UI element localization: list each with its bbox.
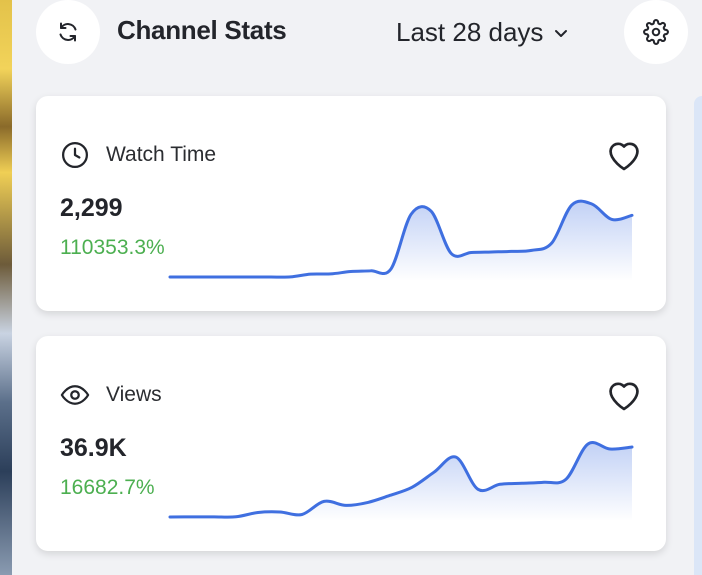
sparkline-line — [168, 441, 634, 519]
background-image-strip — [0, 0, 12, 575]
refresh-button[interactable] — [36, 0, 100, 64]
adjacent-panel-edge — [694, 96, 702, 575]
chevron-down-icon — [555, 29, 568, 37]
metric-change: 110353.3% — [60, 236, 165, 259]
metric-change: 16682.7% — [60, 476, 155, 499]
metric-value: 2,299 — [60, 194, 123, 222]
watch-time-card[interactable]: Watch Time 2,299 110353.3% — [36, 96, 666, 311]
settings-button[interactable] — [624, 0, 688, 64]
header: Channel Stats Last 28 days — [0, 0, 702, 64]
card-header: Views — [60, 380, 162, 410]
sparkline-chart — [168, 441, 634, 521]
sparkline-area — [170, 442, 632, 521]
heart-icon[interactable] — [605, 376, 643, 412]
page-title: Channel Stats — [117, 15, 287, 45]
metric-value: 36.9K — [60, 434, 127, 462]
refresh-icon — [59, 22, 77, 42]
clock-icon — [62, 142, 88, 168]
gear-icon — [643, 19, 669, 45]
views-card[interactable]: Views 36.9K 16682.7% — [36, 336, 666, 551]
sparkline-chart — [168, 199, 634, 281]
sparkline-line — [168, 199, 634, 279]
sparkline-area — [170, 201, 632, 281]
heart-icon[interactable] — [605, 136, 643, 172]
date-range-label: Last 28 days — [396, 17, 544, 47]
card-label: Views — [106, 383, 162, 406]
card-header: Watch Time — [60, 140, 216, 170]
eye-icon — [60, 385, 90, 405]
card-label: Watch Time — [106, 143, 217, 166]
date-range-dropdown[interactable]: Last 28 days — [396, 17, 569, 48]
